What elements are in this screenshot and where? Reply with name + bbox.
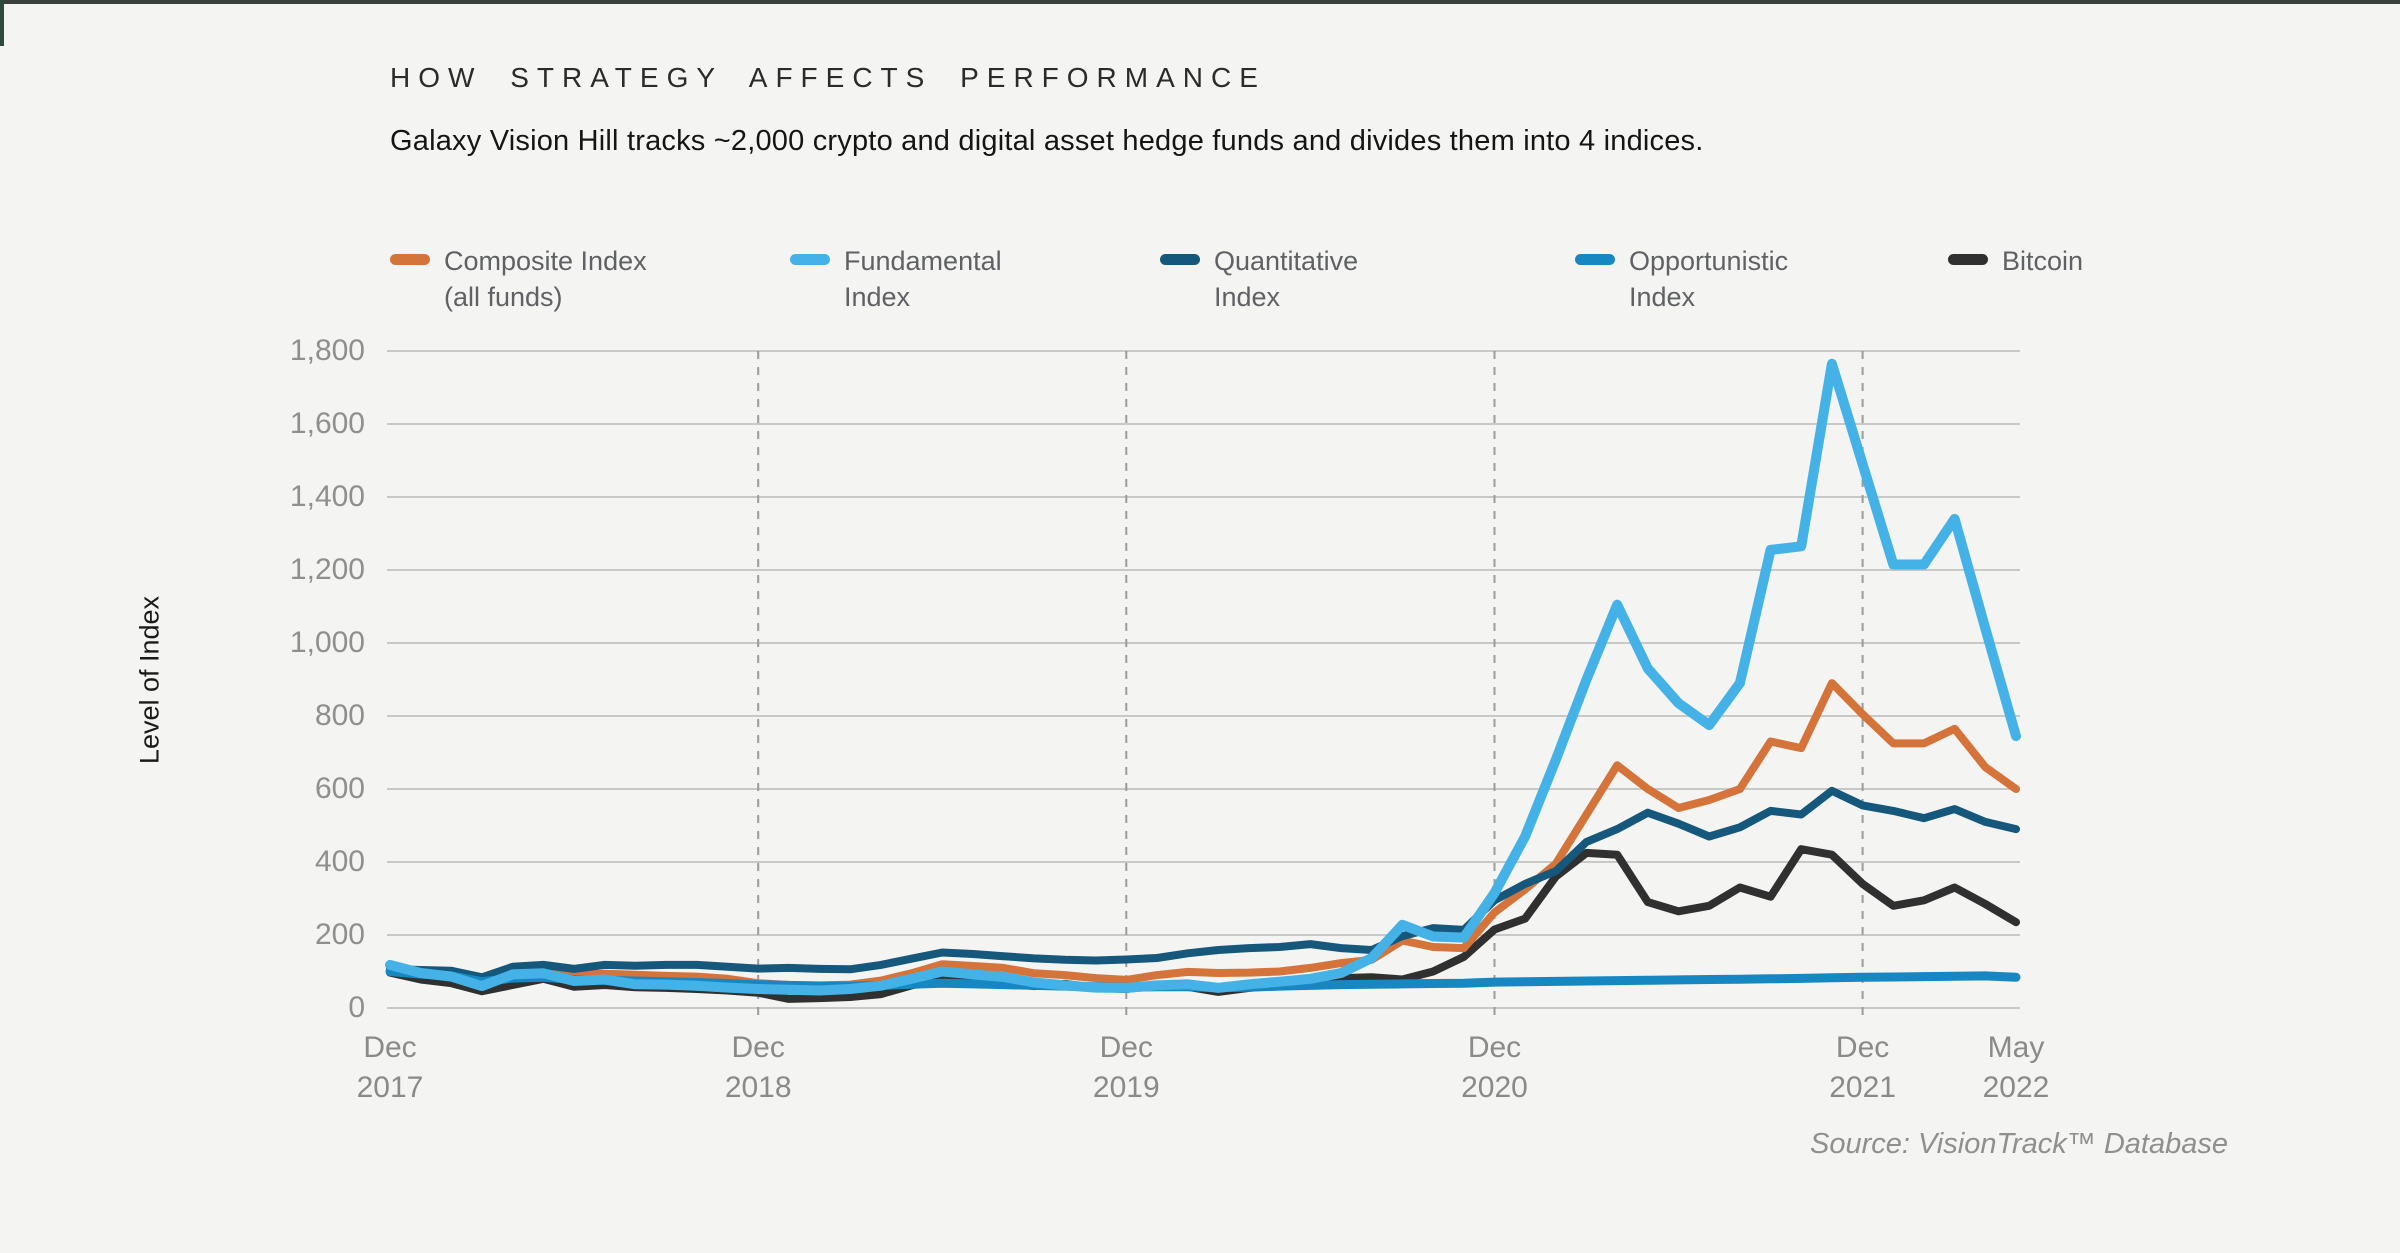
legend-swatch-icon bbox=[390, 254, 430, 265]
chart-subtitle: Galaxy Vision Hill tracks ~2,000 crypto … bbox=[390, 125, 1704, 157]
y-tick-label: 1,600 bbox=[289, 407, 365, 440]
x-tick-label: Dec 2018 bbox=[724, 1031, 792, 1104]
legend-item-bitcoin: Bitcoin bbox=[1948, 243, 2083, 279]
series-line-composite-index-all-funds bbox=[386, 679, 2020, 990]
x-tick-label: Dec 2020 bbox=[1461, 1031, 1528, 1104]
x-tick-label: May 2022 bbox=[1982, 1031, 2050, 1104]
x-tick-label: Dec 2017 bbox=[356, 1031, 424, 1104]
y-tick-label: 400 bbox=[314, 845, 365, 878]
y-tick-label: 200 bbox=[314, 918, 365, 951]
source-note: Source: VisionTrack™ Database bbox=[1809, 1128, 2228, 1160]
legend-label: Opportunistic Index bbox=[1629, 246, 1789, 312]
legend-label: Composite Index (all funds) bbox=[444, 246, 647, 312]
series-line-fundamental-index bbox=[385, 358, 2021, 996]
y-tick-label: 800 bbox=[314, 699, 365, 732]
legend-swatch-icon bbox=[1160, 254, 1200, 265]
legend-swatch-icon bbox=[790, 254, 830, 265]
legend-label: Fundamental Index bbox=[844, 246, 1002, 312]
series-line-quantitative-index bbox=[386, 786, 2020, 982]
legend-item-quantitative: Quantitative Index bbox=[1160, 243, 1358, 315]
legend-label: Bitcoin bbox=[2002, 246, 2084, 276]
legend-item-fundamental: Fundamental Index bbox=[790, 243, 1002, 315]
x-tick-label: Dec 2021 bbox=[1829, 1031, 1896, 1104]
legend-item-composite-index: Composite Index (all funds) bbox=[390, 243, 647, 315]
chart-title: HOW STRATEGY AFFECTS PERFORMANCE bbox=[390, 62, 1266, 93]
x-tick-label: Dec 2019 bbox=[1092, 1031, 1160, 1104]
legend-swatch-icon bbox=[1575, 254, 1615, 265]
legend-swatch-icon bbox=[1948, 254, 1988, 265]
y-tick-label: 0 bbox=[348, 991, 365, 1024]
y-tick-label: 1,200 bbox=[289, 553, 365, 586]
page-corner-mark bbox=[0, 0, 4, 46]
y-tick-label: 1,800 bbox=[289, 334, 365, 367]
page-top-edge bbox=[0, 0, 2400, 4]
y-tick-label: 1,000 bbox=[289, 626, 365, 659]
y-tick-label: 600 bbox=[314, 772, 365, 805]
y-tick-label: 1,400 bbox=[289, 480, 365, 513]
legend-label: Quantitative Index bbox=[1214, 246, 1359, 312]
legend-item-opportunistic: Opportunistic Index bbox=[1575, 243, 1788, 315]
